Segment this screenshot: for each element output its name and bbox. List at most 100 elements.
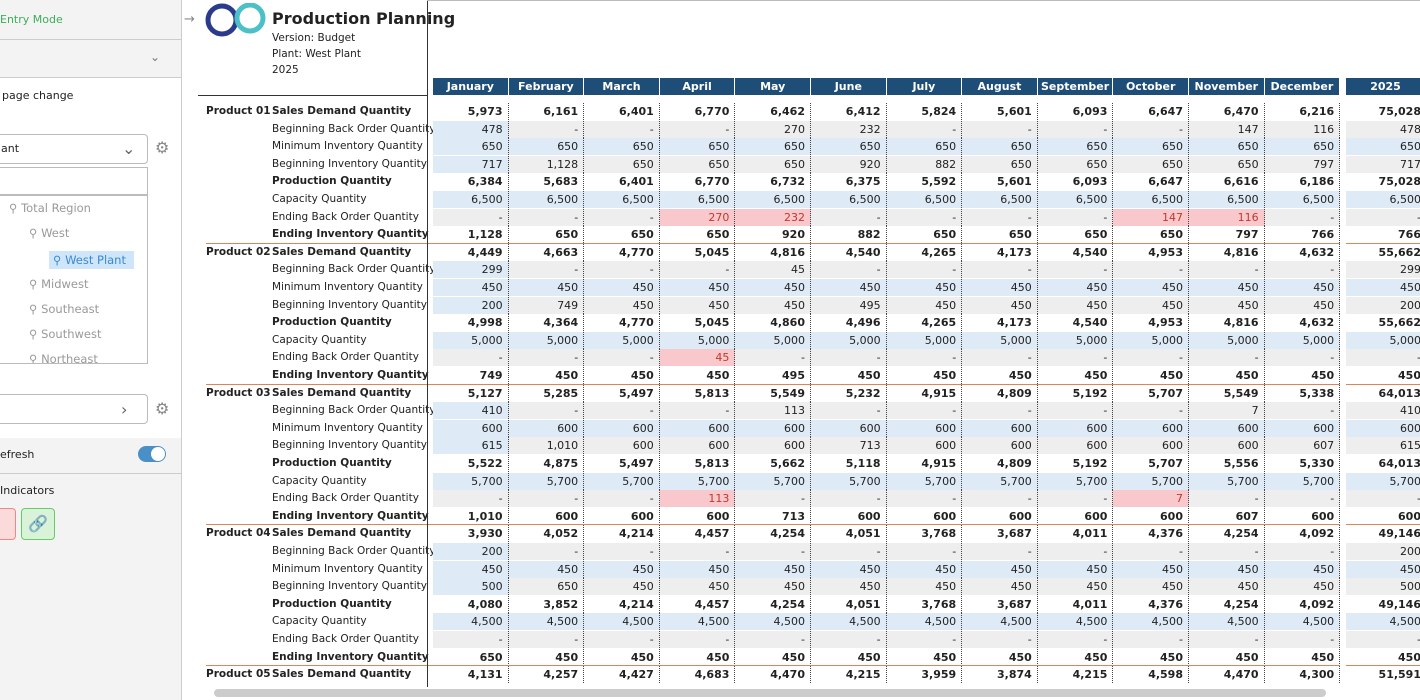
table-cell: 6,500 — [1264, 191, 1341, 208]
measure-label: Production Quantity — [272, 175, 392, 188]
indicator-red[interactable] — [0, 508, 16, 540]
table-cell: 4,683 — [659, 666, 736, 684]
table-cell: 5,601 — [962, 103, 1038, 120]
search[interactable] — [0, 167, 148, 195]
table-cell: 270 — [735, 120, 811, 138]
table-cell: 4,770 — [584, 243, 660, 261]
table-cell: 4,376 — [1113, 525, 1189, 543]
table-cell: 5,330 — [1264, 455, 1341, 472]
table-cell: 4,540 — [1037, 243, 1114, 261]
settings[interactable]: ⚙ — [155, 138, 170, 157]
table-cell: 650 — [735, 138, 811, 156]
arrow[interactable]: → — [184, 12, 195, 27]
table-cell: 116 — [1189, 208, 1265, 226]
table-cell: - — [811, 543, 887, 560]
table-cell: 650 — [584, 155, 660, 173]
table-cell: 4,254 — [1189, 525, 1265, 543]
table-cell: 5,522 — [433, 455, 509, 472]
table-cell: 299 — [433, 261, 509, 279]
table-cell: 45 — [735, 261, 811, 279]
table-cell: 200 — [1346, 543, 1420, 560]
table-cell: - — [508, 208, 585, 226]
indicator-green[interactable]: 🔗 — [21, 508, 55, 540]
table-cell: 450 — [811, 560, 887, 578]
table-cell: - — [962, 349, 1038, 367]
tree-item[interactable]: ⚲ West Plant — [49, 251, 134, 270]
table-cell: 4,257 — [508, 666, 585, 684]
product-separator — [206, 383, 1340, 385]
table-cell: 450 — [1189, 648, 1265, 666]
table-cell: 5,700 — [508, 472, 585, 490]
table-cell: 650 — [508, 138, 585, 156]
table-cell: 5,045 — [659, 243, 736, 261]
table-cell: 600 — [1037, 437, 1114, 455]
table-cell: 495 — [811, 296, 887, 314]
table-cell: 4,131 — [433, 666, 509, 684]
table-cell: 64,013 — [1346, 384, 1420, 402]
table-cell: 450 — [659, 367, 736, 384]
table-cell: 5,700 — [659, 472, 736, 490]
table-cell: 4,770 — [584, 314, 660, 332]
table-cell: 450 — [659, 578, 736, 596]
year: 2025 — [272, 64, 299, 76]
table-cell: 6,500 — [1189, 191, 1265, 208]
toggle[interactable] — [138, 446, 166, 462]
table-cell: 450 — [886, 578, 963, 596]
tree-item[interactable]: ⚲ Southeast — [29, 301, 100, 316]
table-cell: - — [962, 402, 1038, 420]
tree-item[interactable]: ⚲ Midwest — [29, 276, 89, 291]
select[interactable]: ant ⌄ — [0, 134, 148, 164]
table-cell: 450 — [1264, 279, 1341, 296]
table-cell: 600 — [735, 419, 811, 437]
measure-label: Ending Back Order Quantity — [272, 492, 419, 505]
table-cell: 5,813 — [659, 455, 736, 472]
table-cell: 4,011 — [1037, 525, 1114, 543]
table-cell: 600 — [886, 507, 963, 525]
tree-item[interactable]: ⚲ West — [29, 226, 70, 241]
table-cell: 600 — [1346, 419, 1420, 437]
scrollbar[interactable] — [214, 689, 1326, 697]
table-cell: - — [811, 208, 887, 226]
table-cell: 6,500 — [1037, 191, 1114, 208]
collapse[interactable]: ⌄ — [150, 50, 161, 64]
table-cell: 6,647 — [1113, 103, 1189, 120]
table-cell: 607 — [1189, 507, 1265, 525]
table-cell: 450 — [433, 560, 509, 578]
table-cell: 4,500 — [962, 613, 1038, 631]
table-cell: 450 — [1037, 279, 1114, 296]
top-border — [427, 0, 1420, 1]
logo — [205, 3, 266, 37]
nav[interactable]: › — [0, 394, 148, 424]
table-cell: 4,470 — [735, 666, 811, 684]
table-cell: 4,457 — [659, 525, 736, 543]
table-cell: 4,427 — [584, 666, 660, 684]
table-cell: 650 — [1113, 138, 1189, 156]
table-cell: 4,265 — [886, 314, 963, 332]
table-cell: 450 — [735, 560, 811, 578]
tree-item[interactable]: ⚲ Total Region — [9, 201, 91, 215]
table-cell: - — [508, 543, 585, 560]
table-cell: - — [886, 120, 963, 138]
tree-item[interactable]: ⚲ Northeast — [29, 352, 98, 364]
measure-label: Ending Back Order Quantity — [272, 351, 419, 364]
table-cell: 600 — [1264, 507, 1341, 525]
column-header: January — [433, 78, 508, 95]
table-cell: 600 — [735, 437, 811, 455]
table-cell: 450 — [1264, 578, 1341, 596]
tree-item[interactable]: ⚲ Southwest — [29, 327, 102, 341]
table-cell: - — [1037, 208, 1114, 226]
table-cell: 882 — [886, 155, 963, 173]
measure-label: Production Quantity — [272, 597, 392, 610]
table-cell: 4,500 — [1346, 613, 1420, 631]
table-cell: - — [1037, 490, 1114, 508]
table-cell: 450 — [584, 560, 660, 578]
table-cell: - — [584, 631, 660, 648]
measure-label: Sales Demand Quantity — [272, 386, 412, 399]
entry-mode[interactable]: Entry Mode — [0, 13, 63, 26]
table-cell: 5,707 — [1113, 455, 1189, 472]
settings[interactable]: ⚙ — [155, 399, 170, 418]
table-cell: 600 — [1346, 507, 1420, 525]
table-cell: - — [735, 490, 811, 508]
measure-label: Beginning Back Order Quantity — [272, 404, 436, 417]
measure-label: Beginning Back Order Quantity — [272, 263, 436, 276]
